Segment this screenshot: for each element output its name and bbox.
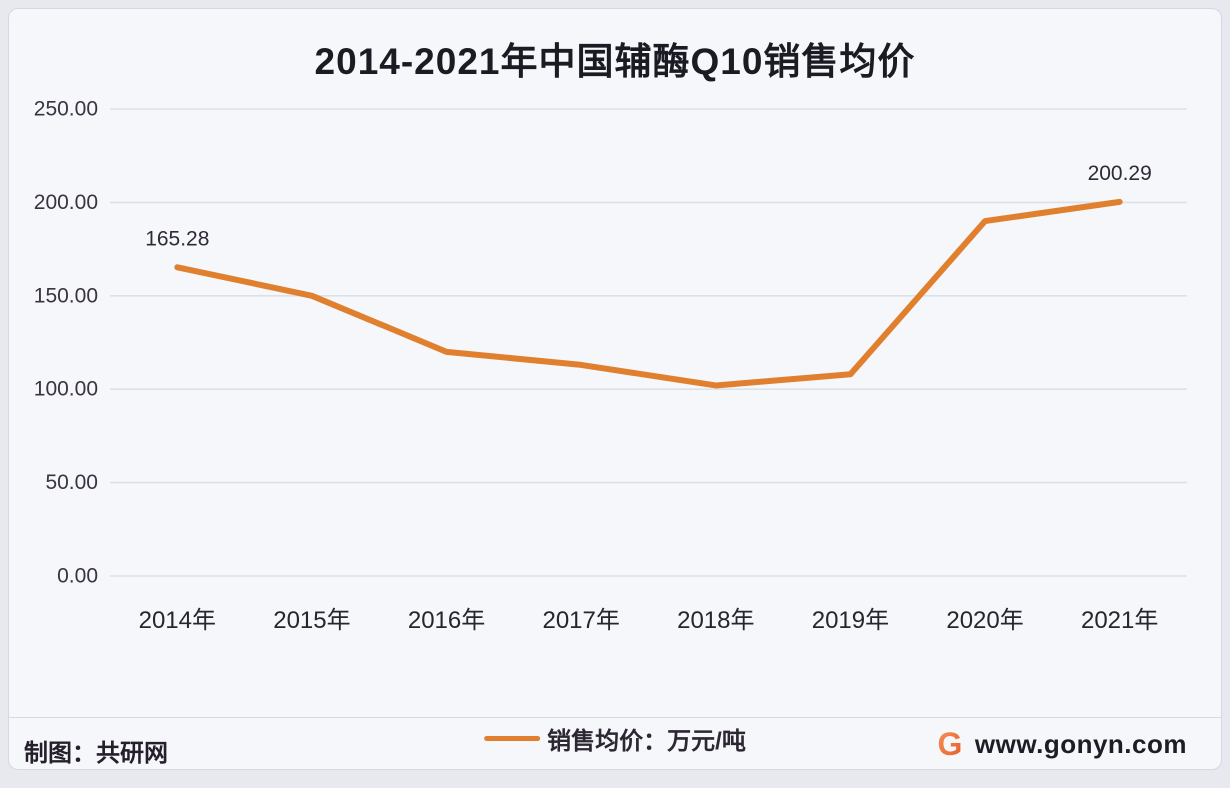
y-axis-tick-label: 250.00 [34, 98, 98, 121]
gonyn-logo-icon: G [937, 728, 962, 760]
footer-divider [9, 717, 1221, 718]
x-axis-tick-label: 2021年 [1081, 607, 1158, 634]
x-axis-tick-label: 2017年 [542, 607, 619, 634]
website-branding: G www.gonyn.com [935, 728, 1187, 760]
data-point-label: 165.28 [145, 227, 209, 250]
website-url: www.gonyn.com [974, 728, 1187, 759]
x-axis-tick-label: 2014年 [139, 607, 216, 634]
price-line-series [174, 198, 1123, 389]
chart-title: 2014-2021年中国辅酶Q10销售均价 [314, 41, 916, 82]
legend-line-swatch [484, 736, 541, 741]
y-axis-tick-label: 200.00 [34, 191, 98, 214]
x-axis-tick-label: 2015年 [273, 607, 350, 634]
y-axis-tick-label: 150.00 [34, 284, 98, 307]
legend: 销售均价：万元/吨 [484, 721, 746, 756]
y-axis-tick-label: 100.00 [34, 378, 98, 401]
chart-footer: 制图：共研网 销售均价：万元/吨 G www.gonyn.com [9, 718, 1221, 769]
x-axis-tick-label: 2019年 [812, 607, 889, 634]
y-axis-tick-label: 0.00 [57, 565, 98, 588]
x-axis-tick-label: 2018年 [677, 607, 754, 634]
credit-text: 制图：共研网 [24, 740, 168, 767]
legend-label: 销售均价：万元/吨 [547, 728, 746, 755]
x-axis-tick-label: 2016年 [408, 607, 485, 634]
y-axis-tick-label: 50.00 [45, 471, 98, 494]
logo-letter-g: G [937, 728, 962, 760]
data-point-label: 200.29 [1088, 162, 1152, 185]
x-axis-tick-label: 2020年 [946, 607, 1023, 634]
